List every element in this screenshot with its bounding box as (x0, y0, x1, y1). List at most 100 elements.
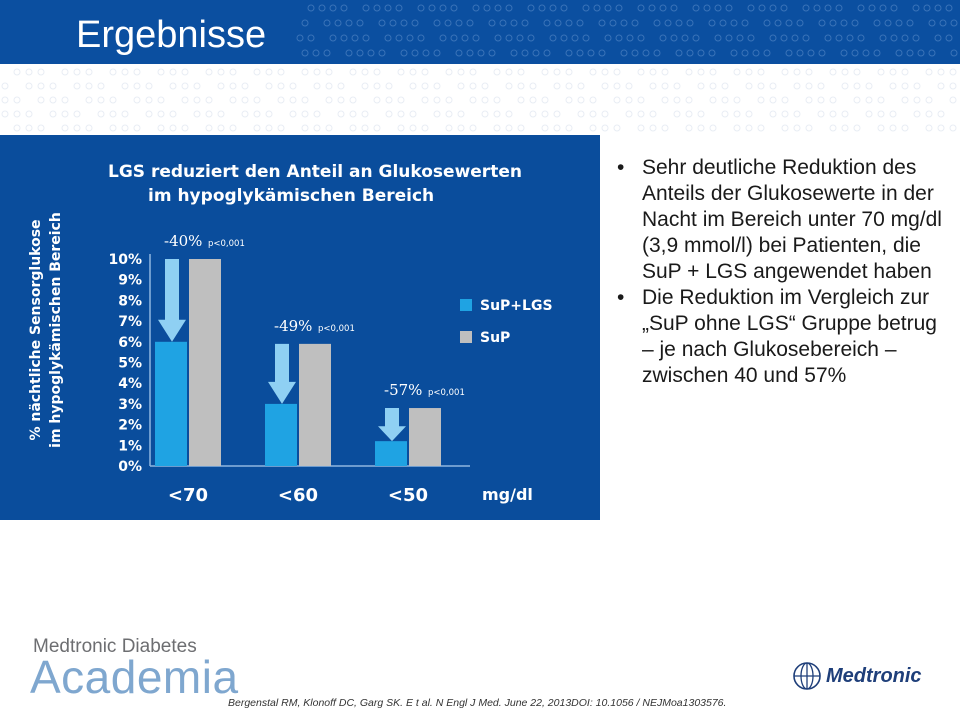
pattern-dot (601, 82, 609, 90)
pattern-dot (229, 68, 237, 76)
pattern-dot (923, 4, 931, 12)
pattern-dot (747, 4, 755, 12)
pattern-dot (1, 110, 9, 118)
pattern-dot (505, 68, 513, 76)
pattern-dot (517, 68, 525, 76)
pattern-dot (877, 96, 885, 104)
pattern-dot (649, 82, 657, 90)
pattern-dot (721, 82, 729, 90)
pattern-dot (85, 68, 93, 76)
pattern-dot (433, 96, 441, 104)
pattern-dot (312, 49, 320, 57)
pattern-dot (841, 110, 849, 118)
pattern-dot (769, 96, 777, 104)
pattern-dot (613, 82, 621, 90)
pattern-dot (769, 82, 777, 90)
pattern-dot (488, 19, 496, 27)
pattern-dot (301, 19, 309, 27)
pattern-dot (61, 96, 69, 104)
pattern-dot (589, 68, 597, 76)
pattern-dot (697, 124, 705, 132)
pattern-dot (576, 19, 584, 27)
pattern-dot (817, 82, 825, 90)
pattern-dot (661, 96, 669, 104)
pattern-dot (361, 124, 369, 132)
pattern-dot (637, 34, 645, 42)
pattern-dot (13, 124, 21, 132)
pattern-dot (445, 96, 453, 104)
pattern-dot (805, 82, 813, 90)
pattern-dot (631, 19, 639, 27)
p-value-label: p<0,001 (208, 239, 245, 249)
pattern-dot (13, 110, 21, 118)
pattern-dot (349, 68, 357, 76)
pattern-dot (494, 34, 502, 42)
pattern-dot (685, 124, 693, 132)
pattern-dot (589, 110, 597, 118)
pattern-dot (781, 96, 789, 104)
medtronic-globe-icon (793, 662, 821, 690)
reduction-arrow (268, 343, 296, 404)
pattern-dot (455, 49, 463, 57)
pattern-dot (349, 110, 357, 118)
medtronic-logo: Medtronic (792, 660, 922, 692)
bar-sup-lgs (375, 441, 407, 466)
pattern-dot (781, 124, 789, 132)
x-axis-unit: mg/dl (482, 485, 533, 504)
pattern-dot (289, 110, 297, 118)
pattern-dot (604, 4, 612, 12)
pattern-dot (613, 68, 621, 76)
bar-sup (409, 408, 441, 466)
pattern-dot (877, 68, 885, 76)
pattern-dot (469, 124, 477, 132)
pattern-dot (937, 110, 945, 118)
brand-academia: Academia (30, 651, 239, 703)
y-tick-label: 1% (118, 438, 142, 454)
pattern-dot (301, 49, 309, 57)
pattern-dot (445, 110, 453, 118)
pattern-dot (289, 96, 297, 104)
pattern-dot (265, 68, 273, 76)
pattern-dot (587, 49, 595, 57)
pattern-dot (733, 124, 741, 132)
pattern-dot (217, 82, 225, 90)
pattern-dot (901, 96, 909, 104)
pattern-dot (937, 124, 945, 132)
pattern-dot (289, 82, 297, 90)
reduction-label: -49% (274, 317, 312, 335)
pattern-dot (714, 4, 722, 12)
pattern-dot (253, 124, 261, 132)
pattern-dot (780, 34, 788, 42)
pattern-dot (439, 34, 447, 42)
y-tick-label: 7% (118, 314, 142, 330)
pattern-dot (949, 124, 957, 132)
bar-chart: LGS reduziert den Anteil an Glukosewerte… (28, 162, 553, 506)
pattern-dot (925, 96, 933, 104)
pattern-dot (625, 82, 633, 90)
pattern-dot (560, 34, 568, 42)
pattern-dot (725, 4, 733, 12)
pattern-dot (835, 34, 843, 42)
pattern-dot (428, 4, 436, 12)
pattern-dot (917, 49, 925, 57)
pattern-dot (409, 82, 417, 90)
pattern-dot (133, 124, 141, 132)
pattern-dot (461, 34, 469, 42)
pattern-dot (604, 34, 612, 42)
pattern-dot (529, 110, 537, 118)
pattern-dot (817, 110, 825, 118)
pattern-dot (937, 68, 945, 76)
pattern-dot (516, 34, 524, 42)
pattern-dot (675, 49, 683, 57)
pattern-dot (378, 49, 386, 57)
pattern-dot (241, 110, 249, 118)
pattern-dot (865, 82, 873, 90)
pattern-dot (925, 68, 933, 76)
y-tick-label: 4% (118, 376, 142, 392)
pattern-dot (109, 68, 117, 76)
pattern-dot (785, 19, 793, 27)
pattern-dot (517, 124, 525, 132)
pattern-dot (157, 68, 165, 76)
pattern-dot (384, 4, 392, 12)
medtronic-logo-text: Medtronic (826, 664, 922, 687)
